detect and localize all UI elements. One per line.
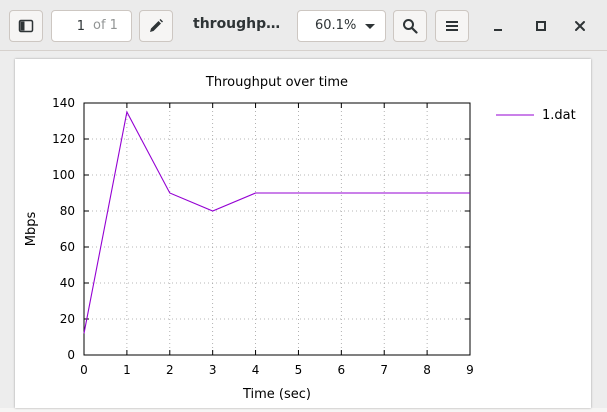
- y-tick-label: 40: [60, 276, 75, 290]
- x-tick-label: 4: [252, 363, 260, 377]
- zoom-level: 60.1%: [315, 18, 357, 33]
- search-icon: [403, 19, 418, 34]
- x-tick-label: 2: [166, 363, 174, 377]
- sidebar-icon: [18, 19, 34, 33]
- page-count-label: of 1: [93, 18, 118, 33]
- close-icon: [575, 21, 585, 31]
- series-line: [83, 110, 470, 334]
- minimize-icon: [494, 29, 502, 31]
- x-tick-label: 1: [123, 363, 131, 377]
- y-tick-label: 20: [60, 312, 75, 326]
- annotate-button[interactable]: [139, 10, 173, 42]
- maximize-button[interactable]: [528, 13, 554, 39]
- sidebar-toggle-button[interactable]: [9, 10, 43, 42]
- y-axis: 0 20 40 60 80 100 120 140: [52, 96, 470, 362]
- chart-grid: [84, 103, 470, 355]
- header-bar: of 1 throughp… 60.1%: [0, 0, 607, 51]
- page-number-input[interactable]: [52, 11, 89, 41]
- legend-entry-label: 1.dat: [542, 108, 576, 123]
- main-menu-button[interactable]: [435, 10, 469, 42]
- pencil-icon: [150, 19, 163, 32]
- zoom-selector[interactable]: 60.1%: [297, 10, 386, 42]
- y-tick-label: 80: [60, 204, 75, 218]
- chart-series: [83, 110, 470, 334]
- x-tick-label: 9: [466, 363, 474, 377]
- y-tick-label: 0: [67, 348, 75, 362]
- document-page: Throughput over time 0 1 2 3 4 5 6 7 8 9 0 20 40 60 8…: [15, 59, 591, 408]
- x-tick-label: 6: [338, 363, 346, 377]
- y-tick-label: 140: [52, 96, 75, 110]
- hamburger-menu-icon: [446, 21, 458, 31]
- minimize-button[interactable]: [485, 13, 511, 39]
- x-tick-label: 5: [295, 363, 303, 377]
- y-tick-label: 60: [60, 240, 75, 254]
- maximize-icon: [536, 21, 546, 31]
- x-tick-label: 3: [209, 363, 217, 377]
- close-button[interactable]: [567, 13, 593, 39]
- chevron-down-icon[interactable]: [363, 18, 377, 34]
- x-tick-label: 7: [380, 363, 388, 377]
- x-axis: 0 1 2 3 4 5 6 7 8 9: [80, 103, 474, 377]
- x-axis-label: Time (sec): [242, 387, 311, 402]
- chart-title: Throughput over time: [205, 75, 348, 90]
- legend: 1.dat: [496, 108, 576, 123]
- throughput-chart: Throughput over time 0 1 2 3 4 5 6 7 8 9 0 20 40 60 8…: [24, 75, 576, 402]
- search-button[interactable]: [393, 10, 427, 42]
- document-viewport[interactable]: Throughput over time 0 1 2 3 4 5 6 7 8 9 0 20 40 60 8…: [0, 51, 607, 408]
- document-title: throughp…: [193, 16, 281, 32]
- y-tick-label: 120: [52, 132, 75, 146]
- y-tick-label: 100: [52, 168, 75, 182]
- x-tick-label: 0: [80, 363, 88, 377]
- x-tick-label: 8: [423, 363, 431, 377]
- plot-frame: [83, 102, 471, 356]
- page-selector: of 1: [51, 10, 132, 42]
- y-axis-label: Mbps: [24, 212, 39, 247]
